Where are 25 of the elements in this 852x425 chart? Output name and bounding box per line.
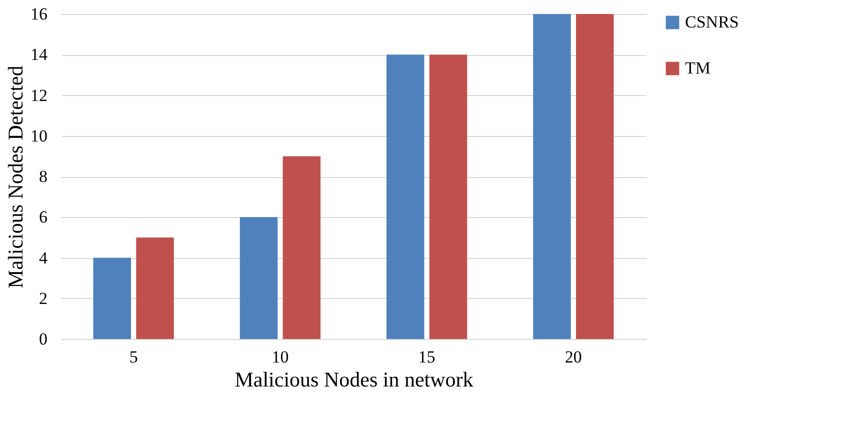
legend-label: CSNRS xyxy=(685,12,739,32)
bar xyxy=(282,156,321,339)
y-tick-label: 2 xyxy=(39,288,48,308)
bar xyxy=(93,258,131,339)
bar xyxy=(429,54,468,339)
y-tick-label: 16 xyxy=(30,4,48,24)
y-tick-label: 12 xyxy=(30,86,48,105)
y-tick-label: 0 xyxy=(39,330,48,348)
y-tick-label: 10 xyxy=(30,126,48,146)
bar xyxy=(240,217,278,339)
bar xyxy=(136,237,174,339)
bar xyxy=(386,54,424,339)
legend-label: TM xyxy=(685,58,710,78)
y-axis-title: Malicious Nodes Detected xyxy=(4,65,28,288)
x-tick-label: 15 xyxy=(418,348,436,366)
bar xyxy=(533,14,571,339)
y-tick-label: 4 xyxy=(39,248,48,268)
x-tick-label: 5 xyxy=(129,348,138,366)
x-tick-label: 10 xyxy=(272,348,289,366)
y-tick-label: 14 xyxy=(30,45,48,64)
x-axis-title: Malicious Nodes in network xyxy=(234,368,474,392)
x-tick-label: 20 xyxy=(564,348,582,366)
bar xyxy=(576,14,614,339)
y-tick-label: 8 xyxy=(39,167,48,186)
y-tick-label: 6 xyxy=(39,208,48,227)
